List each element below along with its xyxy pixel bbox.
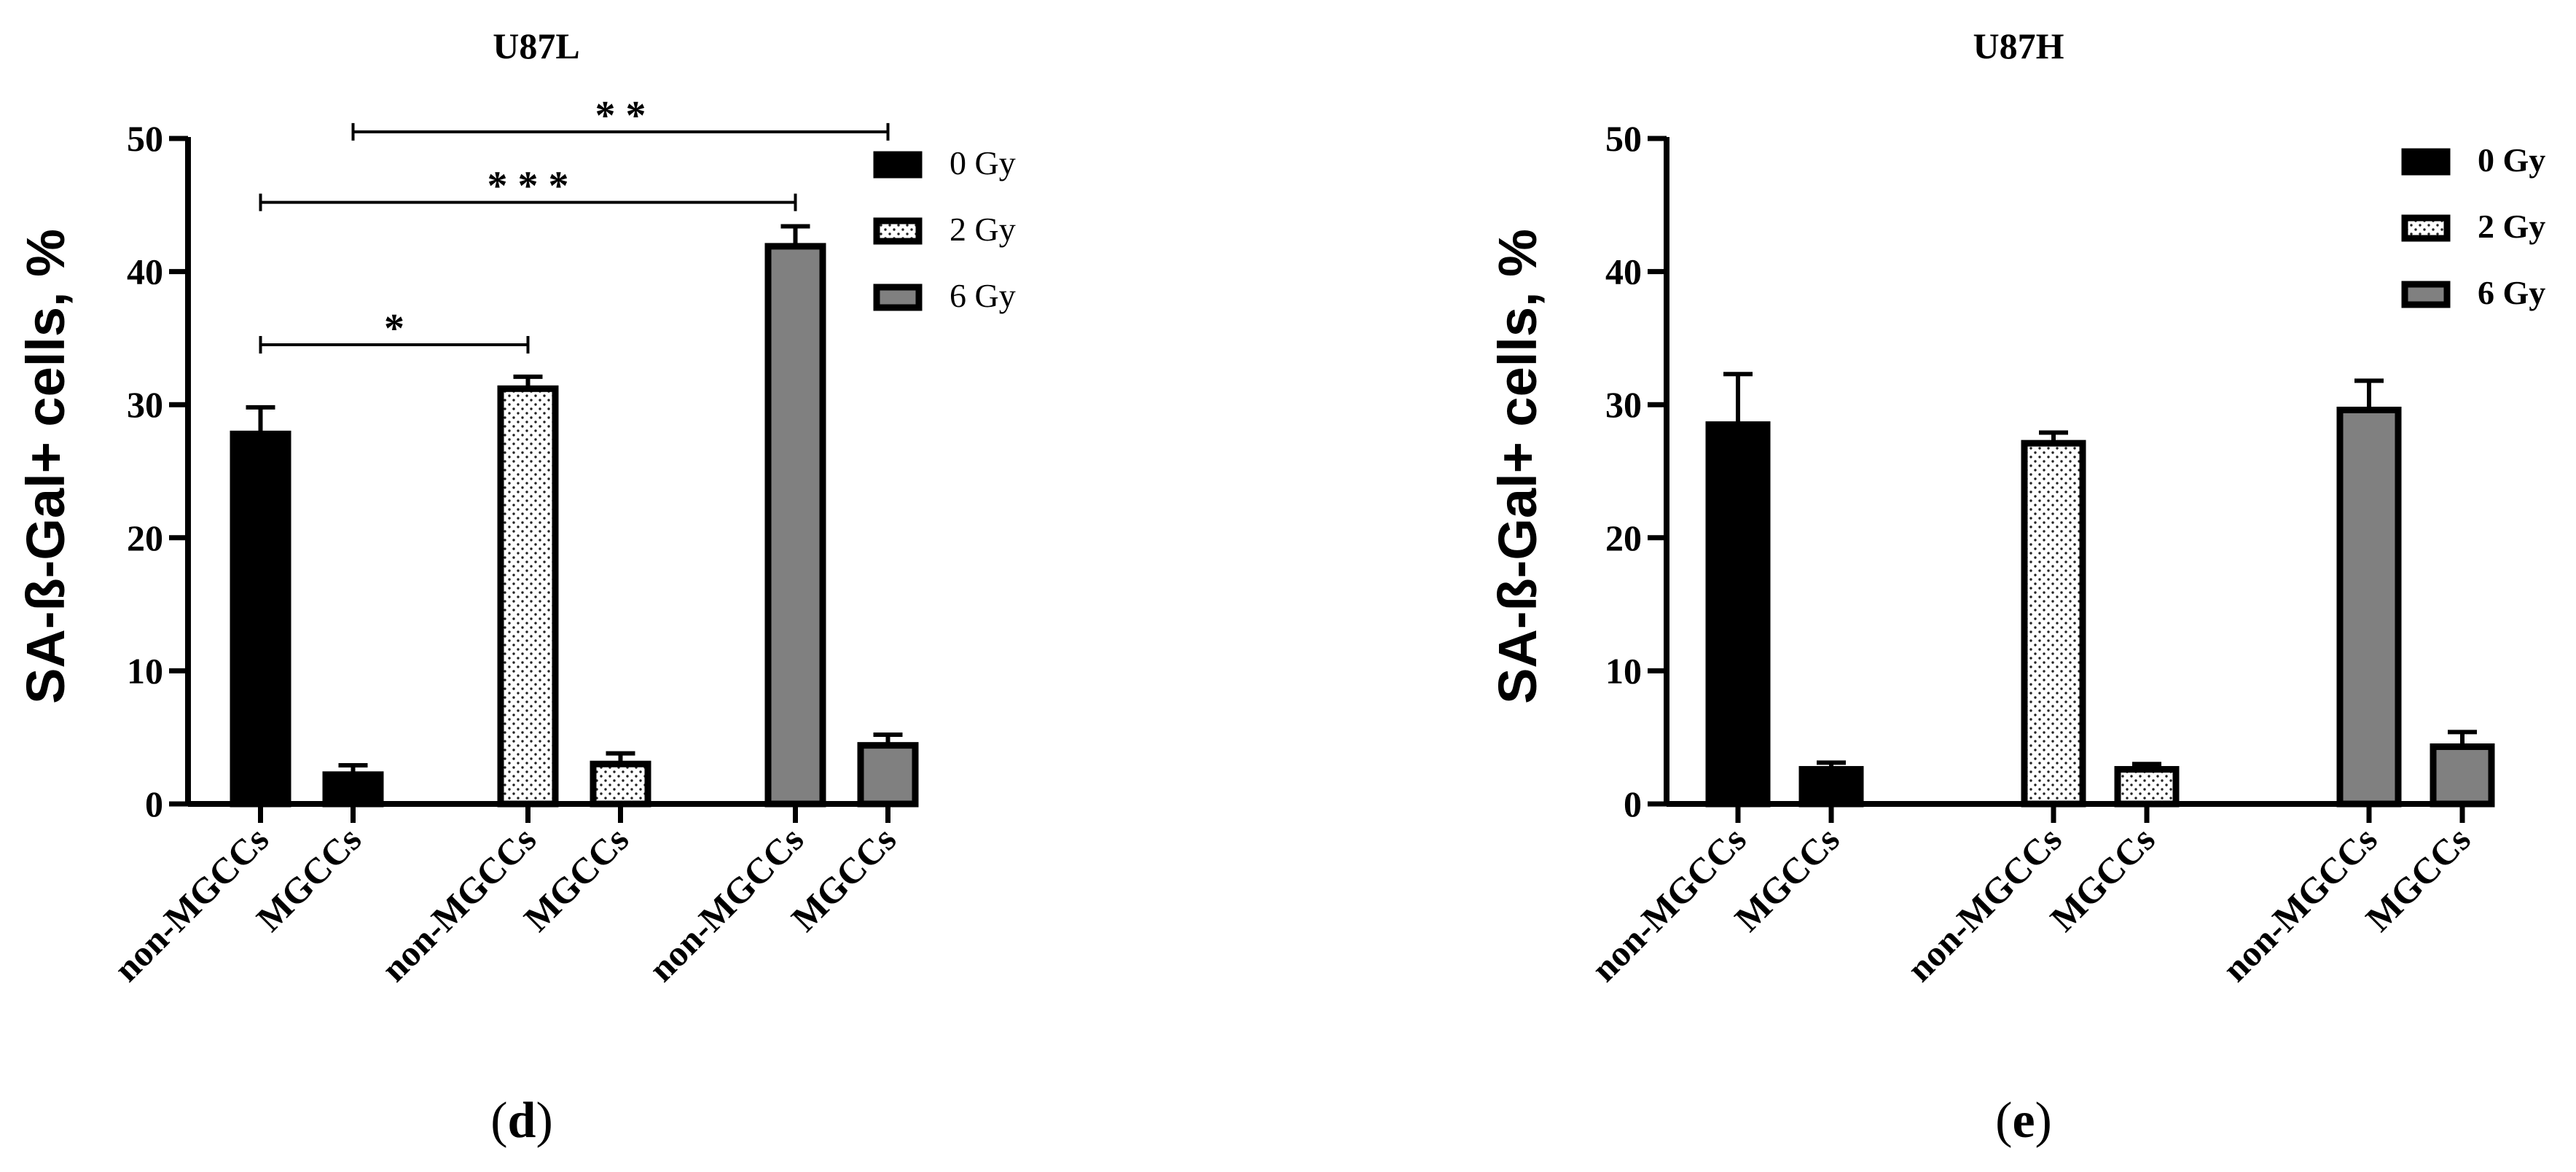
legend-label: 2 Gy xyxy=(950,211,1016,248)
bar xyxy=(322,771,384,808)
legend-label: 6 Gy xyxy=(950,277,1016,314)
y-tick-label: 50 xyxy=(1605,118,1642,159)
bar xyxy=(590,760,651,808)
x-tick-label: non-MGCCs xyxy=(1583,819,1754,989)
x-tick-label: MGCCs xyxy=(783,819,904,939)
panel-label-open: ( xyxy=(1995,1093,2012,1149)
legend-label: 2 Gy xyxy=(2478,208,2545,245)
x-tick-label: non-MGCCs xyxy=(373,819,544,989)
legend-label: 0 Gy xyxy=(950,144,1016,181)
x-tick-label: non-MGCCs xyxy=(106,819,276,989)
bar xyxy=(857,742,919,808)
panel-label-close: ) xyxy=(2035,1093,2052,1149)
bar xyxy=(497,385,559,808)
legend-swatch xyxy=(873,151,923,179)
bar xyxy=(230,430,291,808)
x-tick-label: non-MGCCs xyxy=(1899,819,2070,989)
significance-label: * * * xyxy=(488,164,569,209)
significance-label: * * xyxy=(595,93,646,138)
y-tick-label: 40 xyxy=(1605,251,1642,292)
panel-label-letter: e xyxy=(2012,1093,2035,1149)
bar xyxy=(764,243,826,808)
panel-label-open: ( xyxy=(490,1093,507,1149)
legend-swatch xyxy=(873,284,923,311)
significance-label: * xyxy=(384,306,404,351)
legend-swatch xyxy=(2401,148,2451,176)
y-tick-label: 40 xyxy=(127,251,163,292)
y-tick-label: 30 xyxy=(127,384,163,425)
x-tick-label: non-MGCCs xyxy=(2215,819,2385,989)
chart-panel-e: U87H SA-ß-Gal+ cells, % 0 10 20 30 40 50 non-M… xyxy=(1487,26,2545,989)
x-tick-label: MGCCs xyxy=(2357,819,2478,939)
legend-swatch xyxy=(2401,214,2451,242)
bar xyxy=(2021,440,2086,808)
chart-panel-d: U87L SA-ß-Gal+ cells, % 0 10 20 30 40 50 non-M… xyxy=(15,26,1016,989)
y-tick-label: 10 xyxy=(1605,650,1642,691)
y-tick-label: 50 xyxy=(127,118,163,159)
bar xyxy=(2430,743,2495,808)
x-tick-label: MGCCs xyxy=(516,819,636,939)
panel-label-close: ) xyxy=(536,1093,552,1149)
y-tick-label: 20 xyxy=(1605,517,1642,558)
legend-label: 6 Gy xyxy=(2478,274,2545,311)
bar xyxy=(1798,766,1864,808)
chart-title: U87L xyxy=(493,26,579,66)
panel-label-d: (d) xyxy=(490,1093,553,1149)
x-tick-label: non-MGCCs xyxy=(641,819,811,989)
y-tick-label: 10 xyxy=(127,650,163,691)
legend-swatch xyxy=(2401,281,2451,308)
bar xyxy=(1705,421,1771,808)
panel-label-e: (e) xyxy=(1995,1093,2052,1149)
y-tick-label: 0 xyxy=(1624,784,1642,824)
bar xyxy=(2336,407,2402,808)
y-axis-label: SA-ß-Gal+ cells, % xyxy=(1487,229,1548,704)
y-tick-label: 20 xyxy=(127,517,163,558)
y-axis-label: SA-ß-Gal+ cells, % xyxy=(15,229,76,704)
x-tick-label: MGCCs xyxy=(1726,819,1847,939)
bar xyxy=(2114,766,2180,808)
y-tick-label: 30 xyxy=(1605,384,1642,425)
panel-label-letter: d xyxy=(508,1093,536,1149)
legend-label: 0 Gy xyxy=(2478,141,2545,179)
y-tick-label: 0 xyxy=(145,784,163,824)
chart-title: U87H xyxy=(1973,26,2064,66)
x-tick-label: MGCCs xyxy=(2042,819,2162,939)
x-tick-label: MGCCs xyxy=(248,819,369,939)
legend-swatch xyxy=(873,217,923,245)
